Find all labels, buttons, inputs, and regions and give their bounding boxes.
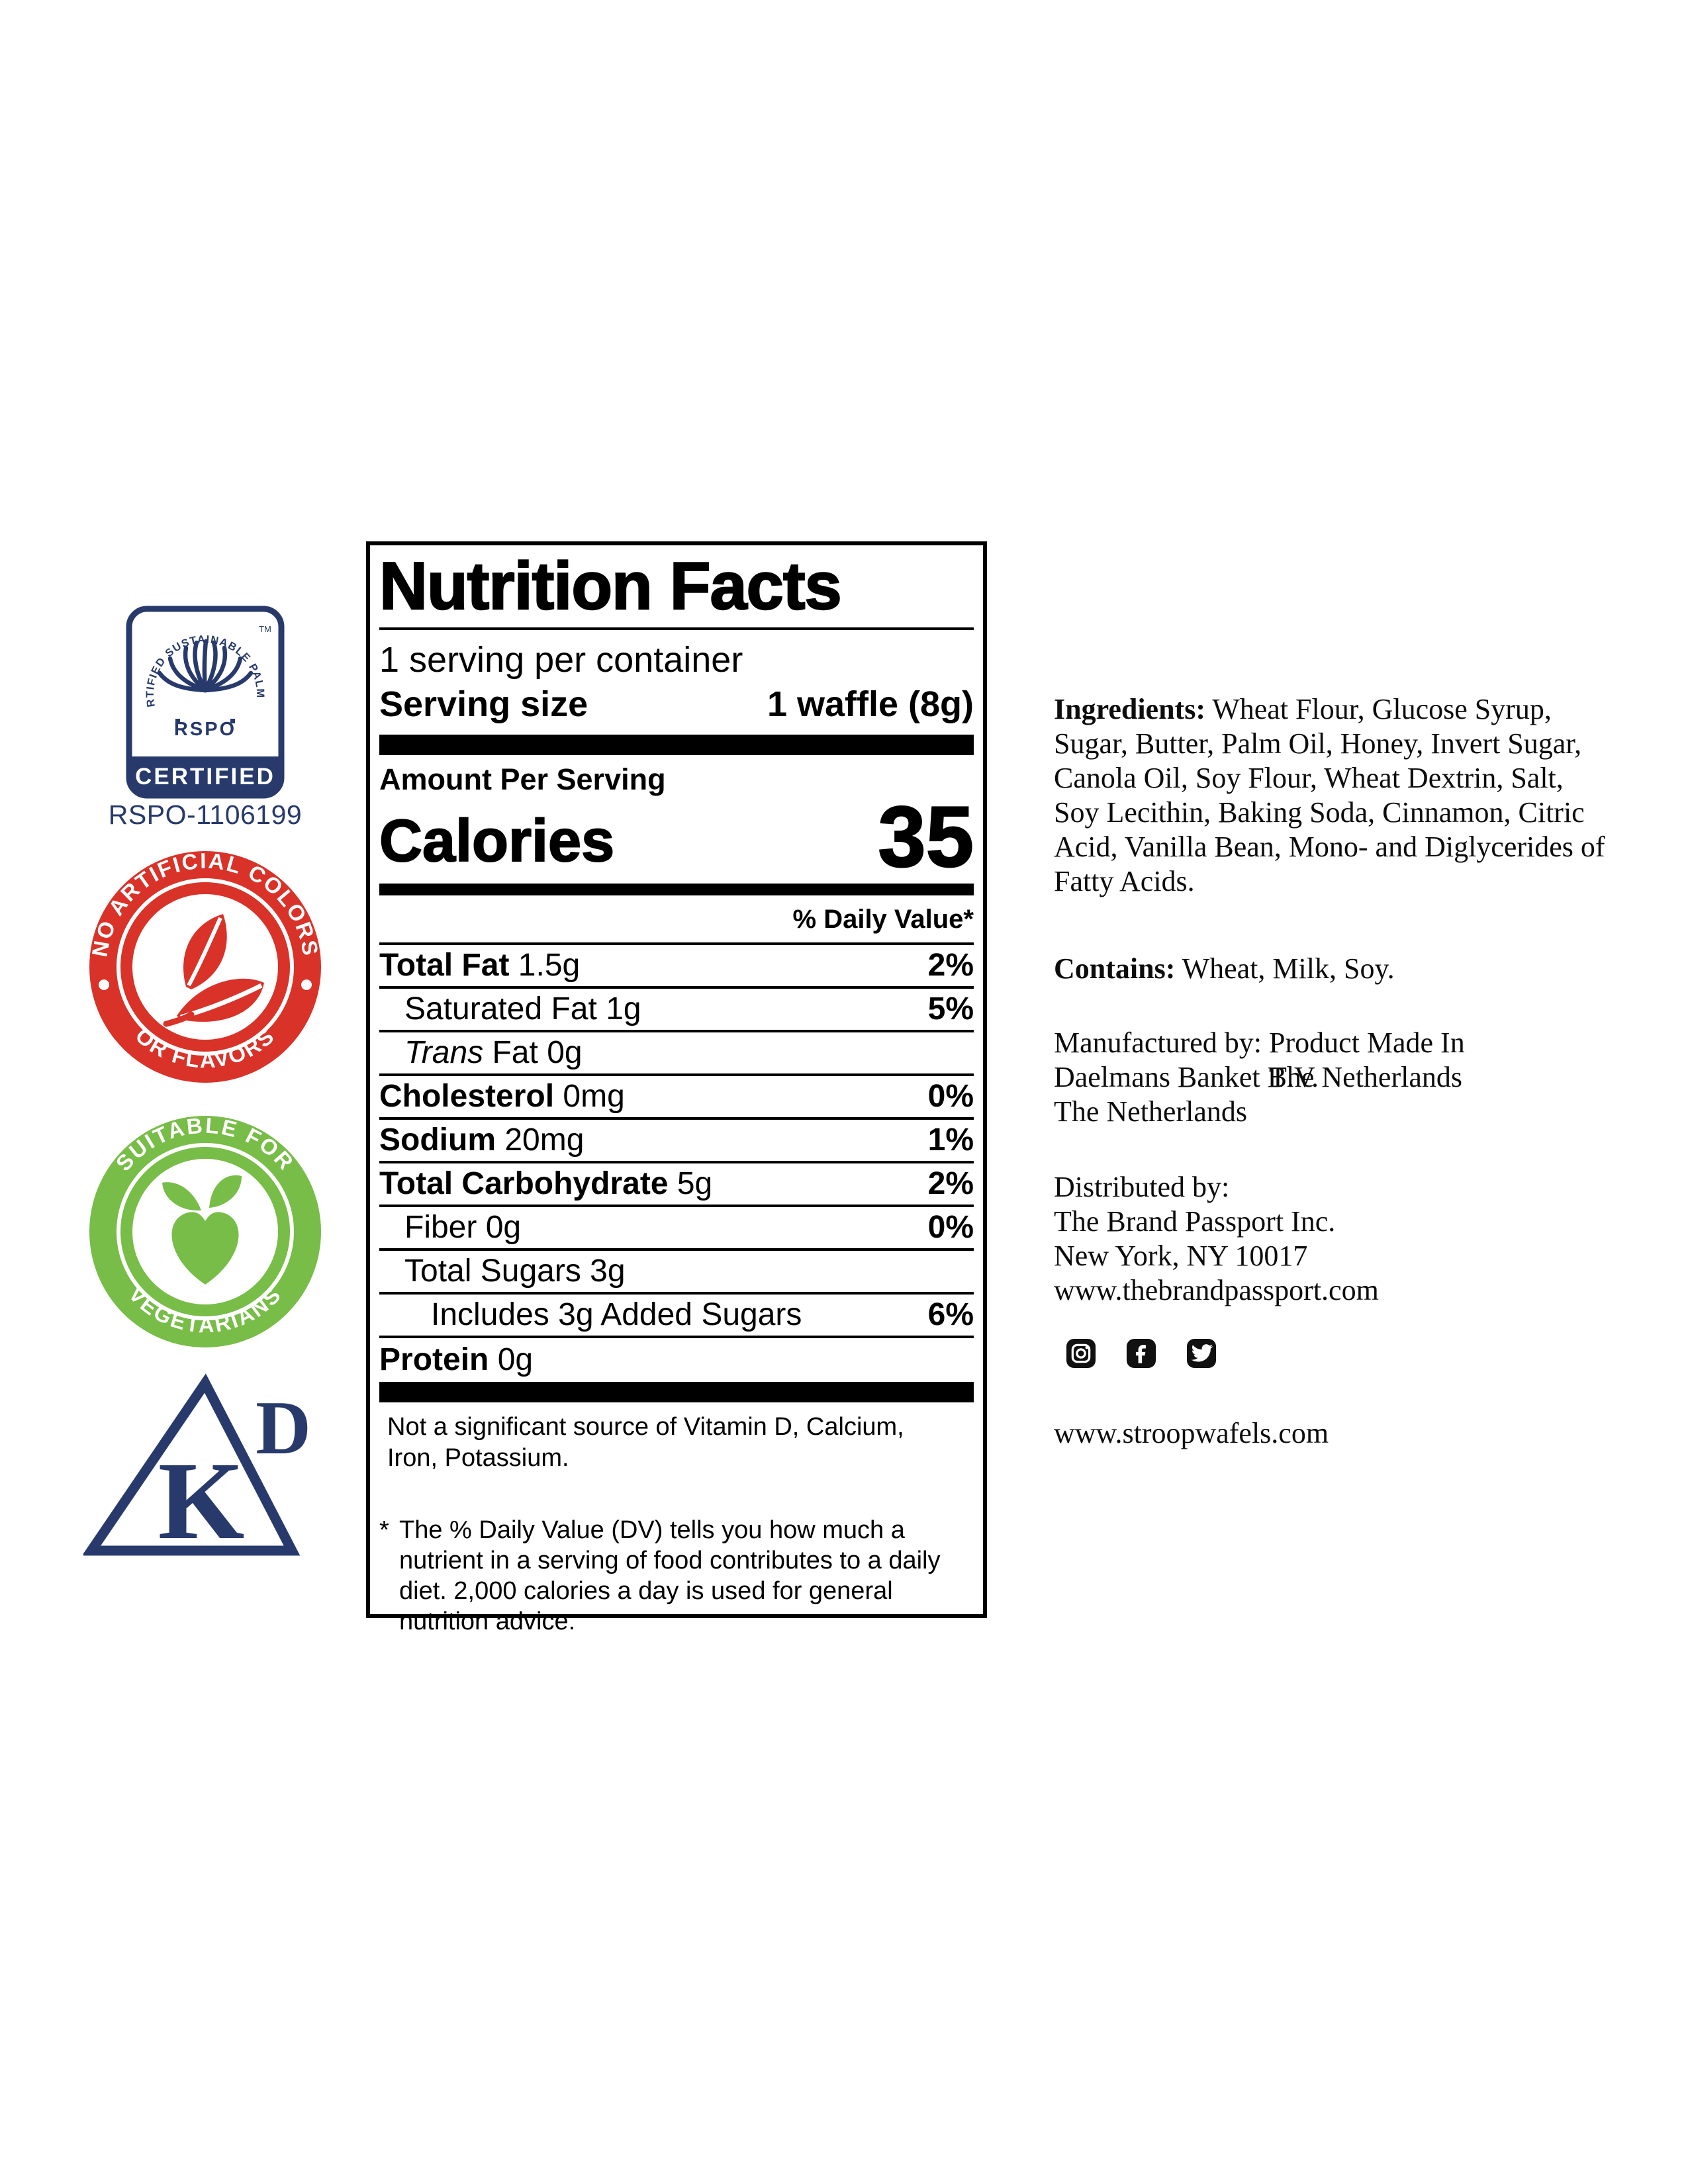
nutrient-label: Saturated Fat (404, 991, 597, 1026)
calories-value: 35 (877, 788, 974, 885)
thick-divider (379, 735, 974, 755)
made-in-country: The Netherlands (1269, 1061, 1462, 1093)
nutrient-row-trans-fat: Trans Fat 0g (379, 1032, 974, 1076)
nutrient-label: Sodium (379, 1122, 496, 1158)
medium-divider (379, 884, 974, 895)
nutrient-row-protein: Protein 0g (379, 1338, 974, 1382)
manufactured-by-label: Manufactured by: (1054, 1026, 1262, 1059)
nutrient-row-fiber: Fiber 0g 0% (379, 1207, 974, 1251)
footnote-asterisk: * (379, 1516, 389, 1544)
servings-per-container: 1 serving per container (379, 640, 743, 680)
instagram-icon (1066, 1338, 1096, 1369)
daily-value-footnote: * The % Daily Value (DV) tells you how m… (379, 1515, 974, 1637)
ingredients-paragraph: Ingredients: Wheat Flour, Glucose Syrup,… (1054, 692, 1607, 899)
nutrient-amount: 3g (590, 1253, 626, 1289)
leaves-icon (163, 914, 264, 1027)
apple-heart-icon (162, 1175, 242, 1285)
ingredients-label: Ingredients: (1054, 693, 1205, 725)
nutrient-label-italic: Trans (404, 1035, 484, 1070)
manufacturer-country: The Netherlands (1054, 1095, 1247, 1128)
nutrient-label: Total Fat (379, 948, 510, 983)
rspo-logo-graphic: CERTIFIED SUSTAINABLE PALM OIL TM RSPO C… (121, 596, 285, 799)
nutrient-dv: 1% (927, 1122, 974, 1158)
nutrient-amount: 5g (677, 1166, 713, 1201)
contains-label: Contains: (1054, 952, 1176, 985)
nutrition-facts-title: Nutrition Facts (379, 549, 843, 624)
nutrient-amount: 1.5g (518, 948, 581, 983)
rspo-tm: TM (259, 624, 271, 634)
divider (379, 627, 974, 630)
rspo-banner (129, 756, 281, 796)
serving-size-value: 1 waffle (8g) (767, 684, 974, 724)
nutrient-row-added-sugars: Includes 3g Added Sugars 6% (379, 1295, 974, 1338)
nutrient-dv: 0% (927, 1210, 974, 1245)
contains-text: Wheat, Milk, Soy. (1182, 952, 1395, 985)
calories-label: Calories (379, 807, 615, 875)
nutrient-label: Includes 3g Added Sugars (431, 1297, 802, 1332)
distributed-by-block: Distributed by: The Brand Passport Inc. … (1054, 1170, 1385, 1308)
palm-tree-icon (157, 639, 254, 693)
nutrient-amount: 0g (547, 1035, 583, 1070)
nutrient-dv: 2% (927, 1166, 974, 1201)
nutrient-row-saturated-fat: Saturated Fat 1g 5% (379, 989, 974, 1032)
contains-paragraph: Contains: Wheat, Milk, Soy. (1054, 952, 1607, 986)
nutrient-amount: 0mg (563, 1079, 625, 1114)
manufacturer-name: Daelmans Banket B.V. (1054, 1061, 1319, 1093)
rspo-certified-text: CERTIFIED (135, 764, 275, 790)
nutrient-amount: 0g (497, 1342, 534, 1377)
made-in-line: Product Made In (1269, 1026, 1465, 1059)
rspo-certified-logo: CERTIFIED SUSTAINABLE PALM OIL TM RSPO C… (121, 596, 285, 802)
nutrient-dv: 5% (927, 991, 974, 1026)
nutrient-row-sodium: Sodium 20mg 1% (379, 1120, 974, 1163)
kosher-dairy-logo: K D (83, 1373, 311, 1559)
serving-size-row: Serving size 1 waffle (8g) (379, 684, 974, 735)
distributor-website: www.thebrandpassport.com (1054, 1274, 1379, 1306)
nutrient-label: Total Carbohydrate (379, 1166, 669, 1201)
suitable-for-vegetarians-badge: SUITABLE FOR VEGETARIANS (89, 1114, 321, 1347)
nutrient-dv: 0% (927, 1079, 974, 1114)
product-made-in-block: Product Made In The Netherlands (1269, 1026, 1547, 1095)
nutrient-row-total-carbohydrate: Total Carbohydrate 5g 2% (379, 1163, 974, 1207)
nutrient-row-cholesterol: Cholesterol 0mg 0% (379, 1076, 974, 1120)
brand-website: www.stroopwafels.com (1054, 1417, 1329, 1449)
distributor-city: New York, NY 10017 (1054, 1240, 1308, 1272)
nutrient-amount: 1g (606, 991, 641, 1026)
nutrient-dv: 2% (927, 948, 974, 983)
amount-per-serving: Amount Per Serving (379, 762, 666, 796)
calories-row: Calories 35 (379, 788, 974, 885)
ingredients-text: Wheat Flour, Glucose Syrup, Sugar, Butte… (1054, 693, 1605, 897)
nutrient-amount: 20mg (504, 1122, 585, 1158)
not-significant-note: Not a significant source of Vitamin D, C… (387, 1413, 904, 1472)
nutrient-amount: 0g (485, 1210, 522, 1245)
social-icons-row (1066, 1338, 1217, 1369)
kosher-k: K (158, 1439, 245, 1559)
distributor-name: The Brand Passport Inc. (1054, 1205, 1336, 1238)
facebook-icon (1126, 1338, 1156, 1369)
nutrient-dv: 6% (927, 1297, 974, 1332)
thick-divider (379, 1382, 974, 1402)
nutrient-row-total-sugars: Total Sugars 3g (379, 1251, 974, 1295)
footnote-text: The % Daily Value (DV) tells you how muc… (399, 1516, 941, 1635)
manufactured-by-block: Manufactured by: Daelmans Banket B.V. Th… (1054, 1026, 1332, 1129)
nutrient-label: Cholesterol (379, 1079, 555, 1114)
twitter-icon (1186, 1338, 1217, 1369)
daily-value-header: % Daily Value* (379, 895, 974, 945)
rspo-org-text: RSPO (174, 719, 236, 740)
distributed-by-label: Distributed by: (1054, 1171, 1230, 1203)
nutrient-label: Protein (379, 1342, 489, 1377)
nutrient-label: Total Sugars (404, 1253, 581, 1289)
nutrient-label: Fat (492, 1035, 538, 1070)
no-artificial-colors-badge: NO ARTIFICIAL COLORS OR FLAVORS (88, 849, 322, 1083)
nutrition-facts-panel: Nutrition Facts 1 serving per container … (366, 541, 987, 1635)
kosher-d: D (256, 1386, 311, 1471)
nutrient-row-total-fat: Total Fat 1.5g 2% (379, 945, 974, 989)
nutrient-label: Fiber (404, 1210, 477, 1245)
serving-size-label: Serving size (379, 684, 588, 724)
rspo-certificate-number: RSPO-1106199 (108, 799, 303, 830)
